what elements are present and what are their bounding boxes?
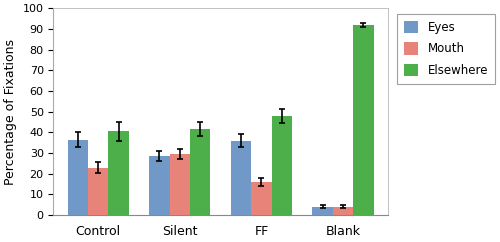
Bar xyxy=(68,140,88,215)
Bar xyxy=(88,167,108,215)
Legend: Eyes, Mouth, Elsewhere: Eyes, Mouth, Elsewhere xyxy=(397,14,496,84)
Bar xyxy=(150,156,170,215)
Bar xyxy=(332,207,353,215)
Bar xyxy=(108,131,129,215)
Bar xyxy=(272,116,292,215)
Bar xyxy=(231,141,251,215)
Bar xyxy=(251,182,272,215)
Bar xyxy=(353,25,374,215)
Bar xyxy=(190,129,210,215)
Bar xyxy=(170,154,190,215)
Bar xyxy=(312,207,332,215)
Y-axis label: Percentage of Fixations: Percentage of Fixations xyxy=(4,39,17,185)
